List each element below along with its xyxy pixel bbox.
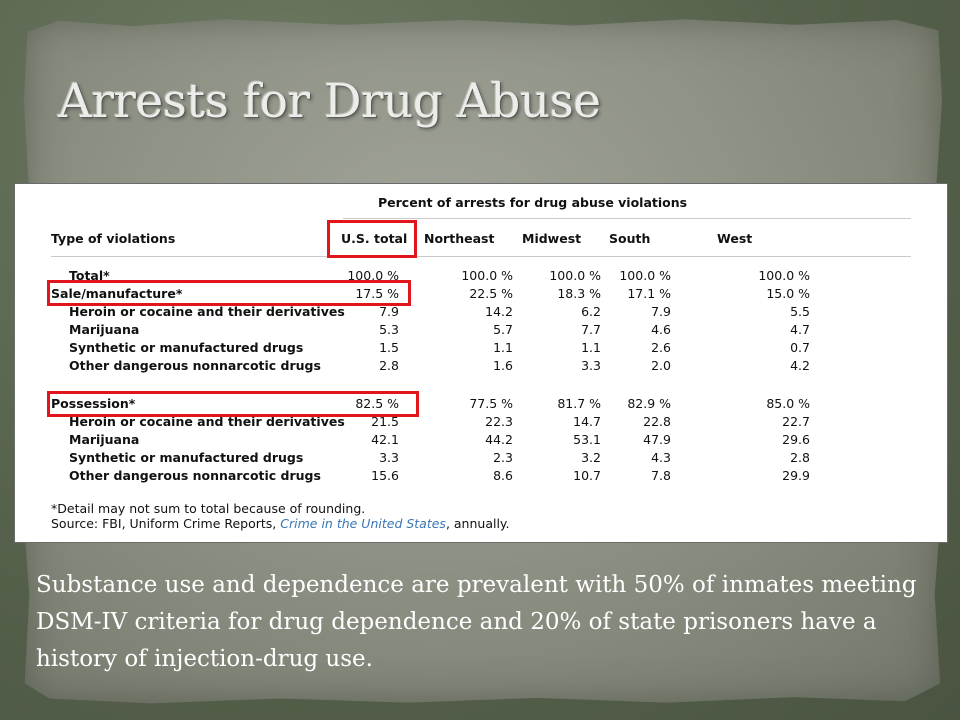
column-header-type: Type of violations [51, 231, 176, 246]
row-label: Possession* [51, 396, 136, 411]
highlight-possession-row [47, 391, 419, 417]
table-cell: 44.2 [485, 432, 513, 447]
column-header-south: South [609, 231, 651, 246]
row-label: Other dangerous nonnarcotic drugs [69, 358, 321, 373]
table-cell: 2.8 [790, 450, 810, 465]
table-cell: 14.7 [573, 414, 601, 429]
table-footnote: *Detail may not sum to total because of … [51, 501, 366, 516]
table-heading: Percent of arrests for drug abuse violat… [378, 195, 688, 210]
slide-title: Arrests for Drug Abuse [58, 74, 601, 129]
table-cell: 29.9 [782, 468, 810, 483]
row-label: Other dangerous nonnarcotic drugs [69, 468, 321, 483]
table-cell: 2.3 [493, 450, 513, 465]
table-cell: 3.2 [581, 450, 601, 465]
table-cell: 4.7 [790, 322, 810, 337]
table-cell: 22.7 [782, 414, 810, 429]
slide-body-text: Substance use and dependence are prevale… [36, 572, 917, 672]
source-link[interactable]: Crime in the United States [280, 516, 446, 531]
table-cell: 4.6 [651, 322, 671, 337]
table-cell: 100.0 % [347, 268, 399, 283]
table-source: Source: FBI, Uniform Crime Reports, Crim… [51, 516, 510, 531]
highlight-sale-manufacture-row [47, 280, 411, 306]
table-cell: 21.5 [371, 414, 399, 429]
row-label: Heroin or cocaine and their derivatives [69, 304, 345, 319]
source-prefix: Source: FBI, Uniform Crime Reports, [51, 516, 281, 531]
table-cell: 4.2 [790, 358, 810, 373]
table-cell: 7.7 [581, 322, 601, 337]
table-cell: 15.6 [371, 468, 399, 483]
table-cell: 10.7 [573, 468, 601, 483]
table-cell: 17.1 % [627, 286, 671, 301]
header-rule [51, 256, 911, 257]
table-cell: 3.3 [581, 358, 601, 373]
table-cell: 47.9 [643, 432, 671, 447]
table-cell: 15.0 % [766, 286, 810, 301]
table-cell: 2.8 [379, 358, 399, 373]
table-cell: 14.2 [485, 304, 513, 319]
column-header-us-total: U.S. total [341, 231, 408, 246]
table-cell: 100.0 % [758, 268, 810, 283]
row-label: Synthetic or manufactured drugs [69, 450, 304, 465]
table-cell: 100.0 % [619, 268, 671, 283]
table-cell: 1.6 [493, 358, 513, 373]
table-cell: 3.3 [379, 450, 399, 465]
table-cell: 2.0 [651, 358, 671, 373]
table-cell: 8.6 [493, 468, 513, 483]
table-cell: 2.6 [651, 340, 671, 355]
table-cell: 1.5 [379, 340, 399, 355]
heading-rule [343, 218, 911, 219]
table-cell: 5.5 [790, 304, 810, 319]
table-cell: 1.1 [581, 340, 601, 355]
table-cell: 1.1 [493, 340, 513, 355]
table-cell: 42.1 [371, 432, 399, 447]
table-cell: 5.3 [379, 322, 399, 337]
table-cell: 53.1 [573, 432, 601, 447]
table-cell: 29.6 [782, 432, 810, 447]
source-suffix: , annually. [445, 516, 510, 531]
highlight-us-total-header [327, 220, 417, 258]
arrests-table-image: Percent of arrests for drug abuse violat… [14, 183, 948, 543]
table-cell: 22.3 [485, 414, 513, 429]
table-cell: 18.3 % [557, 286, 601, 301]
column-header-northeast: Northeast [424, 231, 495, 246]
table-cell: 77.5 % [469, 396, 513, 411]
table-cell: 22.5 % [469, 286, 513, 301]
table-cell: 0.7 [790, 340, 810, 355]
column-header-midwest: Midwest [522, 231, 582, 246]
table-cell: 81.7 % [557, 396, 601, 411]
table-cell: 17.5 % [355, 286, 399, 301]
row-label: Synthetic or manufactured drugs [69, 340, 304, 355]
table-cell: 5.7 [493, 322, 513, 337]
table-cell: 7.9 [379, 304, 399, 319]
table-cell: 4.3 [651, 450, 671, 465]
table-cell: 6.2 [581, 304, 601, 319]
row-label: Total* [69, 268, 110, 283]
row-label: Marijuana [69, 432, 140, 447]
table-cell: 100.0 % [461, 268, 513, 283]
table-cell: 22.8 [643, 414, 671, 429]
column-header-west: West [717, 231, 753, 246]
table-cell: 82.9 % [627, 396, 671, 411]
table-cell: 100.0 % [549, 268, 601, 283]
table-cell: 7.8 [651, 468, 671, 483]
table-cell: 85.0 % [766, 396, 810, 411]
row-label: Marijuana [69, 322, 140, 337]
table-cell: 82.5 % [355, 396, 399, 411]
row-label: Heroin or cocaine and their derivatives [69, 414, 345, 429]
row-label: Sale/manufacture* [51, 286, 183, 301]
table-cell: 7.9 [651, 304, 671, 319]
